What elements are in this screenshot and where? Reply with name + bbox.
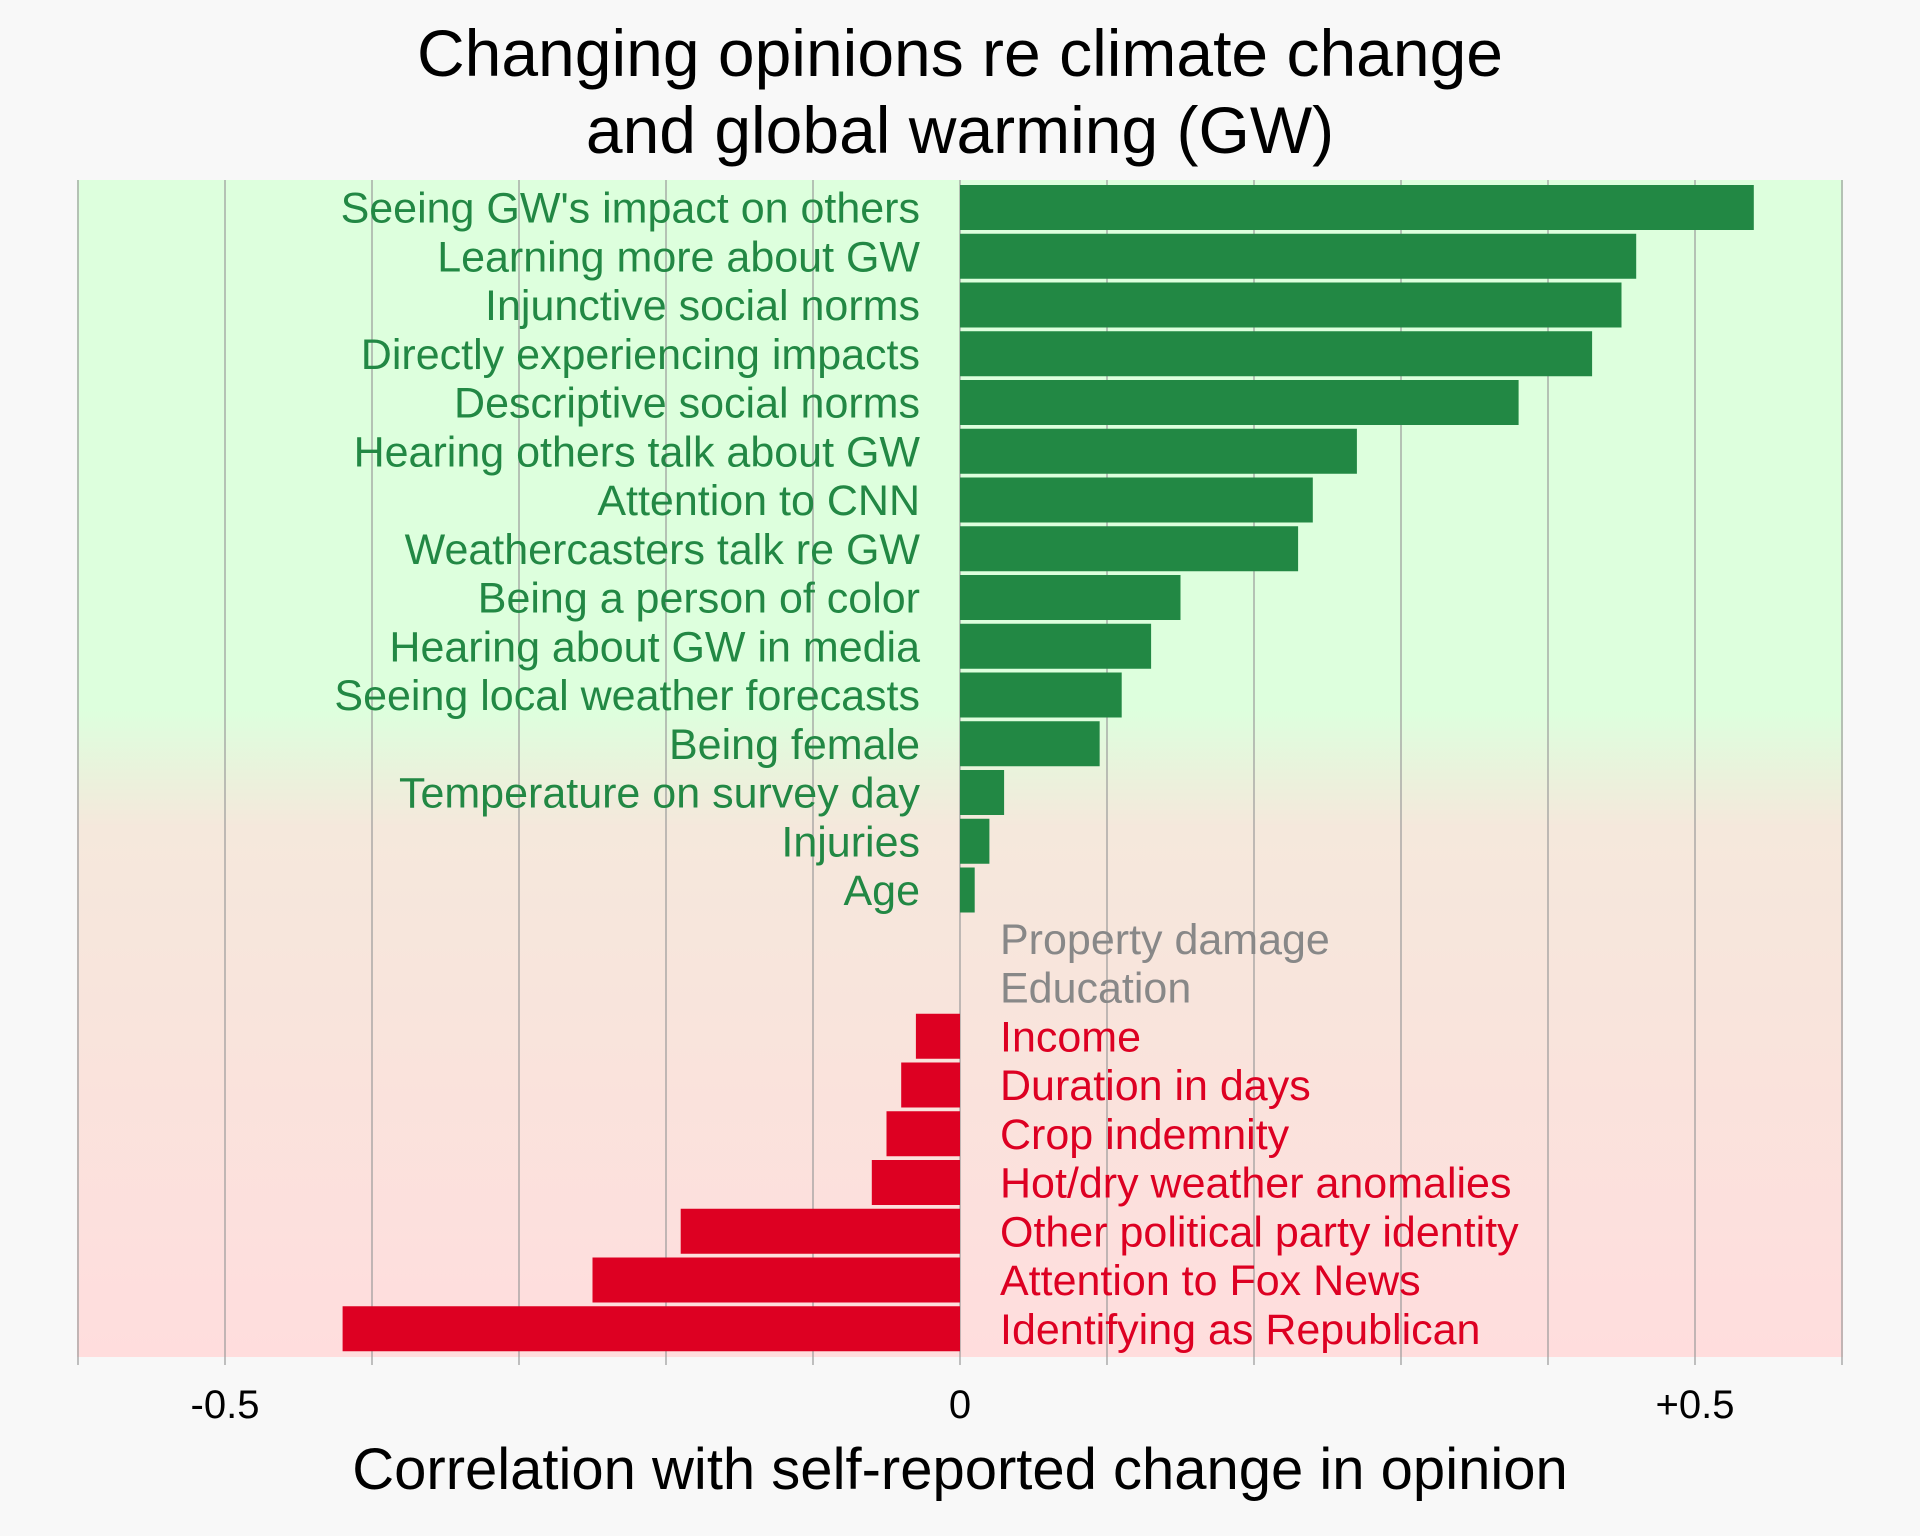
- bar-label: Descriptive social norms: [454, 380, 920, 428]
- bar: [960, 477, 1313, 523]
- x-tick-labels: -0.5 0 +0.5: [191, 1383, 1735, 1427]
- bar: [960, 428, 1357, 474]
- bar-label: Being a person of color: [478, 575, 920, 623]
- chart-title-line-2: and global warming (GW): [586, 93, 1334, 167]
- bar-label: Temperature on survey day: [399, 770, 921, 818]
- bar: [960, 818, 990, 864]
- x-tick-label: +0.5: [1656, 1383, 1735, 1427]
- bar: [960, 185, 1754, 230]
- x-axis-label: Correlation with self-reported change in…: [352, 1437, 1567, 1502]
- bar: [960, 575, 1181, 620]
- bar-label: Income: [1000, 1013, 1141, 1061]
- bar: [960, 526, 1299, 572]
- bar-label: Hearing others talk about GW: [354, 428, 921, 476]
- chart-title-line-1: Changing opinions re climate change: [417, 16, 1503, 90]
- bar-label: Hearing about GW in media: [389, 623, 920, 671]
- bar: [960, 623, 1152, 669]
- bar: [680, 1208, 960, 1254]
- bar-label: Hot/dry weather anomalies: [1000, 1160, 1511, 1208]
- bars: [342, 185, 1754, 1352]
- bar-label: Learning more about GW: [437, 233, 920, 281]
- bar-label: Seeing GW's impact on others: [341, 185, 920, 233]
- bar: [960, 867, 975, 913]
- bar-label: Age: [843, 867, 920, 915]
- bar: [901, 1062, 960, 1108]
- bar: [960, 721, 1100, 767]
- bar-label: Being female: [669, 721, 920, 769]
- bar-label: Attention to CNN: [597, 477, 920, 525]
- bar-label: Identifying as Republican: [1000, 1306, 1480, 1354]
- bar: [886, 1111, 960, 1157]
- bar-label: Attention to Fox News: [1000, 1257, 1421, 1305]
- gridlines: [77, 180, 1843, 1365]
- bar-label: Property damage: [1000, 916, 1330, 964]
- bar: [960, 331, 1593, 377]
- bar-label: Injunctive social norms: [485, 282, 920, 330]
- bar-label: Directly experiencing impacts: [361, 331, 920, 379]
- bar-label: Seeing local weather forecasts: [334, 672, 920, 720]
- bar: [960, 282, 1622, 328]
- bar-label: Weathercasters talk re GW: [405, 526, 921, 574]
- x-tick-label: -0.5: [191, 1383, 260, 1427]
- bar: [871, 1160, 960, 1205]
- bar: [960, 770, 1005, 815]
- bar: [960, 672, 1122, 718]
- bar: [960, 380, 1519, 425]
- x-tick-label: 0: [949, 1383, 971, 1427]
- bar: [960, 233, 1637, 279]
- bar: [592, 1257, 960, 1303]
- bar-label: Injuries: [781, 818, 920, 866]
- bar-label: Crop indemnity: [1000, 1111, 1290, 1159]
- bar: [915, 1013, 960, 1059]
- bar-label: Education: [1000, 965, 1191, 1013]
- bar-label: Other political party identity: [1000, 1208, 1519, 1256]
- bar: [342, 1306, 961, 1352]
- bar-label: Duration in days: [1000, 1062, 1311, 1110]
